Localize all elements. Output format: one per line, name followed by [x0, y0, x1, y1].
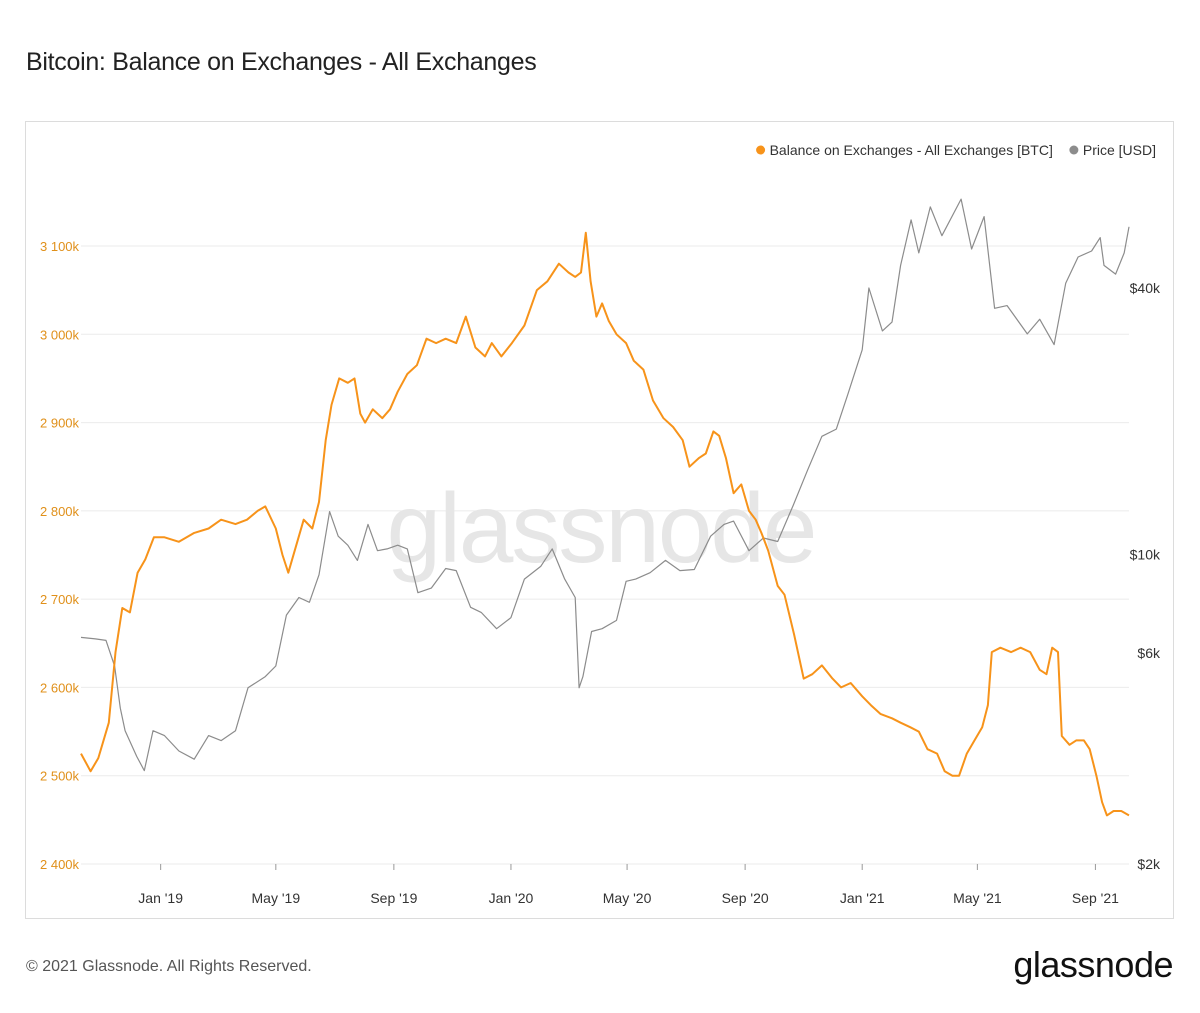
legend-label: Price [USD] [1083, 142, 1156, 158]
right-axis: $2k $6k $10k $40k [1130, 280, 1161, 872]
left-tick-label: 2 900k [40, 416, 80, 431]
legend-label: Balance on Exchanges - All Exchanges [BT… [770, 142, 1053, 158]
x-tick-label: Sep '21 [1072, 890, 1119, 906]
x-tick-label: Jan '19 [138, 890, 183, 906]
legend-marker [756, 145, 766, 155]
price-series-line [80, 198, 1130, 772]
left-axis: 2 400k 2 500k 2 600k 2 700k 2 800k 2 900k 3 00… [40, 239, 80, 872]
x-tick-label: May '21 [953, 890, 1002, 906]
balance-series-line [80, 231, 1130, 817]
left-tick-label: 3 000k [40, 327, 80, 342]
watermark: glassnode [387, 473, 816, 583]
x-tick-label: Sep '19 [370, 890, 417, 906]
x-tick-label: May '19 [252, 890, 301, 906]
right-tick-label: $2k [1137, 856, 1161, 872]
right-tick-label: $6k [1137, 645, 1161, 661]
x-axis: Jan '19 May '19 Sep '19 Jan '20 May '20 Sep '… [138, 864, 1119, 906]
x-tick-label: Jan '20 [489, 890, 534, 906]
page-title: Bitcoin: Balance on Exchanges - All Exch… [26, 48, 537, 76]
left-tick-label: 2 500k [40, 769, 80, 784]
left-tick-label: 2 600k [40, 680, 80, 695]
brand-logo: glassnode [1013, 944, 1173, 985]
chart-svg: glassnode 2 400k 2 500k 2 600k 2 700k 2 800k… [40, 142, 1161, 906]
chart-container: glassnode 2 400k 2 500k 2 600k 2 700k 2 800k… [25, 121, 1174, 919]
legend-marker [1069, 145, 1079, 155]
right-tick-label: $40k [1130, 280, 1161, 296]
right-tick-label: $10k [1130, 547, 1161, 563]
x-tick-label: Sep '20 [722, 890, 769, 906]
x-tick-label: May '20 [603, 890, 652, 906]
gridlines [81, 245, 1129, 865]
left-tick-label: 2 700k [40, 592, 80, 607]
left-tick-label: 3 100k [40, 239, 80, 254]
left-tick-label: 2 400k [40, 857, 80, 872]
legend: Price [USD] Balance on Exchanges - All Ex… [756, 142, 1156, 158]
copyright-footer: © 2021 Glassnode. All Rights Reserved. [26, 958, 312, 975]
left-tick-label: 2 800k [40, 504, 80, 519]
series-layer [80, 198, 1130, 817]
x-tick-label: Jan '21 [840, 890, 885, 906]
